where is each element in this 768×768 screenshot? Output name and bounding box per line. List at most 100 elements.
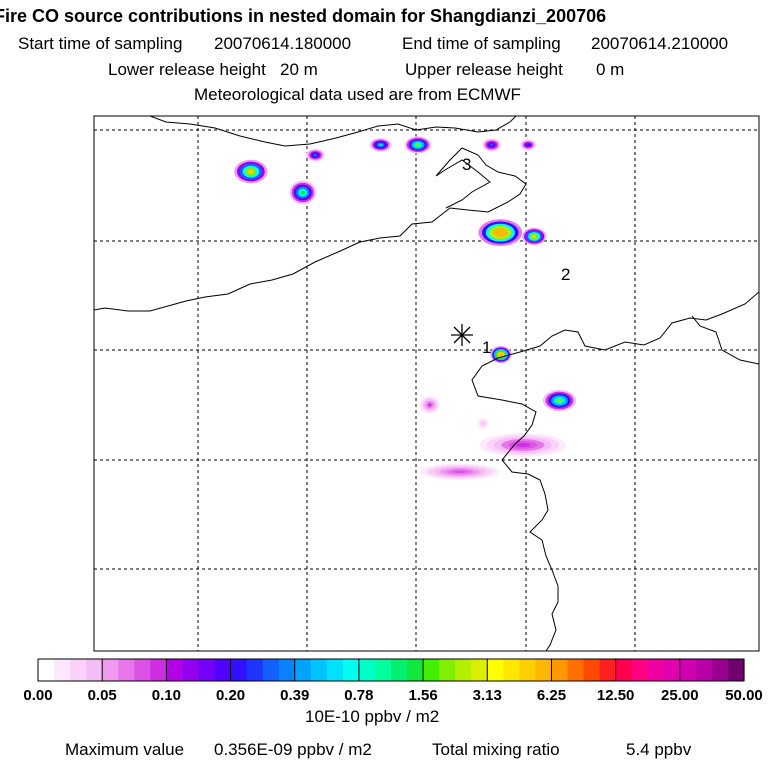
colorbar-cell bbox=[711, 659, 729, 681]
colorbar-cell bbox=[166, 659, 184, 681]
colorbar-cell bbox=[487, 659, 504, 681]
colorbar-cell bbox=[727, 659, 745, 681]
colorbar-cell bbox=[455, 659, 472, 681]
source-contour bbox=[496, 230, 504, 235]
colorbar-cell bbox=[278, 659, 296, 681]
source-contour bbox=[248, 169, 254, 174]
source-contour bbox=[526, 143, 530, 146]
source-contour bbox=[515, 443, 531, 447]
colorbar-cell bbox=[118, 659, 135, 681]
fire-source-s09 bbox=[522, 227, 547, 245]
colorbar-cell bbox=[70, 659, 87, 681]
source-contour bbox=[556, 398, 563, 403]
colorbar-cell bbox=[214, 659, 232, 681]
colorbar-unit-label: 10E-10 ppbv / m2 bbox=[305, 707, 440, 726]
colorbar-cell bbox=[647, 659, 665, 681]
source-contour bbox=[300, 190, 305, 195]
colorbar-cell bbox=[423, 659, 440, 681]
end-time-value: 20070614.210000 bbox=[591, 34, 729, 53]
fire-source-s01 bbox=[234, 159, 268, 184]
fire-source-s04 bbox=[404, 136, 432, 154]
colorbar-cell bbox=[439, 659, 456, 681]
chart-title: Fire CO source contributions in nested d… bbox=[0, 6, 607, 26]
end-time-label: End time of sampling bbox=[402, 34, 561, 53]
coastline-peninsula bbox=[471, 291, 759, 651]
colorbar-tick-labels: 0.00 0.05 0.10 0.20 0.39 0.78 1.56 3.13 6.25 12.5… bbox=[23, 687, 762, 704]
source-contribution-field bbox=[234, 136, 577, 480]
colorbar-cell bbox=[54, 659, 71, 681]
colorbar-cell bbox=[342, 659, 360, 681]
total-mixing-ratio-label: Total mixing ratio bbox=[432, 740, 560, 759]
colorbar-cell bbox=[86, 659, 103, 681]
colorbar-cell bbox=[326, 659, 344, 681]
region-label-1: 1 bbox=[482, 338, 491, 357]
map-frame bbox=[93, 115, 760, 652]
start-time-value: 20070614.180000 bbox=[214, 34, 352, 53]
source-contour bbox=[532, 235, 537, 238]
colorbar-cell bbox=[374, 659, 392, 681]
fire-source-s02 bbox=[306, 148, 325, 162]
colorbar-cell bbox=[631, 659, 649, 681]
fire-source-s13 bbox=[479, 433, 567, 457]
max-value-label: Maximum value bbox=[65, 740, 185, 759]
source-contour bbox=[490, 143, 494, 146]
colorbar bbox=[38, 659, 745, 681]
lower-release-label: Lower release height bbox=[108, 60, 266, 79]
colorbar-cell bbox=[262, 659, 280, 681]
colorbar-tick-label: 0.20 bbox=[216, 687, 245, 704]
fire-source-s15 bbox=[476, 417, 490, 430]
colorbar-cell bbox=[535, 659, 553, 681]
colorbar-cell bbox=[599, 659, 617, 681]
fire-source-s14 bbox=[419, 463, 500, 480]
colorbar-cell bbox=[583, 659, 601, 681]
colorbar-cell bbox=[695, 659, 713, 681]
fire-source-s12 bbox=[419, 396, 440, 414]
colorbar-tick-label: 0.05 bbox=[88, 687, 117, 704]
region-label-2: 2 bbox=[561, 265, 570, 284]
colorbar-cell bbox=[615, 659, 633, 681]
colorbar-tick-label: 12.50 bbox=[597, 687, 635, 704]
colorbar-cell bbox=[246, 659, 264, 681]
colorbar-cell bbox=[471, 659, 488, 681]
map-gridlines bbox=[94, 116, 759, 651]
colorbar-cell bbox=[102, 659, 119, 681]
fire-source-s06 bbox=[519, 139, 537, 151]
colorbar-cell bbox=[358, 659, 376, 681]
source-contour bbox=[481, 422, 485, 425]
fire-source-s07 bbox=[289, 180, 317, 205]
total-mixing-ratio-value: 5.4 ppbv bbox=[626, 740, 692, 759]
colorbar-cell bbox=[230, 659, 248, 681]
colorbar-tick-label: 6.25 bbox=[537, 687, 566, 704]
asterisk-icon bbox=[451, 324, 473, 346]
max-value: 0.356E-09 ppbv / m2 bbox=[214, 740, 372, 759]
colorbar-tick-label: 3.13 bbox=[473, 687, 502, 704]
region-label-3: 3 bbox=[462, 155, 471, 174]
source-contour bbox=[453, 470, 467, 474]
colorbar-cell bbox=[407, 659, 424, 681]
colorbar-cell bbox=[663, 659, 681, 681]
colorbar-cell bbox=[294, 659, 312, 681]
colorbar-cell bbox=[551, 659, 569, 681]
source-contour bbox=[428, 403, 432, 407]
lower-release-value: 20 m bbox=[280, 60, 318, 79]
colorbar-tick-label: 50.00 bbox=[725, 687, 763, 704]
colorbar-tick-label: 1.56 bbox=[408, 687, 437, 704]
colorbar-tick-label: 0.39 bbox=[280, 687, 309, 704]
colorbar-ticks bbox=[37, 659, 745, 681]
upper-release-label: Upper release height bbox=[405, 60, 563, 79]
colorbar-cell bbox=[519, 659, 537, 681]
coastline-north bbox=[149, 116, 517, 147]
colorbar-cell bbox=[182, 659, 200, 681]
fire-source-s03 bbox=[369, 137, 392, 152]
colorbar-cell bbox=[198, 659, 216, 681]
colorbar-cell bbox=[567, 659, 585, 681]
source-contour bbox=[415, 143, 421, 147]
start-time-label: Start time of sampling bbox=[18, 34, 183, 53]
colorbar-cell bbox=[310, 659, 328, 681]
colorbar-tick-label: 0.78 bbox=[344, 687, 373, 704]
coastlines bbox=[94, 116, 759, 651]
fire-source-s11 bbox=[542, 389, 577, 412]
coastline-bay bbox=[94, 147, 527, 312]
fire-source-s08 bbox=[478, 219, 523, 247]
